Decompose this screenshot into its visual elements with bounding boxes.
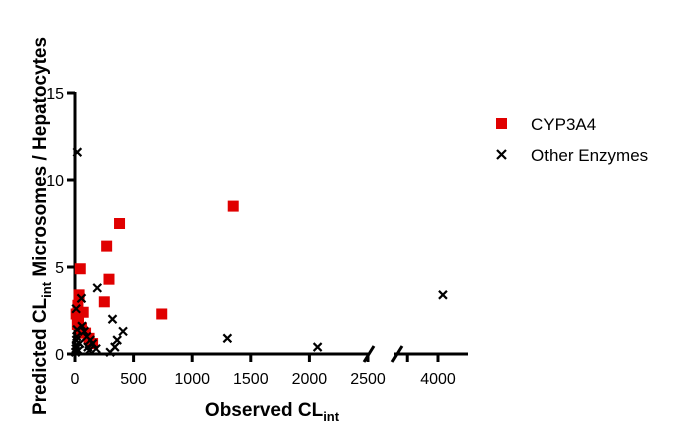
other-enzyme-point bbox=[111, 343, 119, 351]
other-enzyme-point bbox=[119, 327, 127, 335]
cyp3a4-point bbox=[103, 274, 114, 285]
x-tick-label: 2000 bbox=[292, 371, 328, 388]
legend-item-other-enzymes: Other Enzymes bbox=[497, 146, 648, 165]
legend: CYP3A4 Other Enzymes bbox=[496, 115, 648, 165]
y-tick-label: 0 bbox=[55, 347, 64, 364]
y-tick-label: 5 bbox=[55, 260, 64, 277]
y-axis-title-subscript: int bbox=[39, 281, 54, 298]
other-enzyme-point bbox=[109, 315, 117, 323]
cyp3a4-point bbox=[99, 296, 110, 307]
x-tick-label: 0 bbox=[71, 371, 80, 388]
legend-marker-cross bbox=[497, 150, 506, 159]
y-axis-title-prefix: Predicted CL bbox=[30, 297, 51, 415]
cyp3a4-point bbox=[156, 308, 167, 319]
x-axis-title-main: Observed CL bbox=[205, 400, 324, 421]
legend-label-cyp3a4: CYP3A4 bbox=[531, 115, 596, 134]
y-axis-title: Predicted CLint Microsomes / Hepatocytes bbox=[30, 37, 54, 415]
other-enzyme-point bbox=[314, 343, 322, 351]
x-tick-label: 2500 bbox=[350, 371, 386, 388]
cyp3a4-point bbox=[101, 241, 112, 252]
x-tick-label: 1500 bbox=[233, 371, 269, 388]
other-enzyme-point bbox=[439, 291, 447, 299]
legend-label-other-enzymes: Other Enzymes bbox=[531, 146, 648, 165]
data-marks bbox=[71, 148, 447, 356]
other-enzyme-point bbox=[93, 284, 101, 292]
cyp3a4-point bbox=[114, 218, 125, 229]
cyp3a4-point bbox=[75, 263, 86, 274]
legend-item-cyp3a4: CYP3A4 bbox=[496, 115, 596, 134]
other-enzyme-point bbox=[223, 334, 231, 342]
x-axis-title-subscript: int bbox=[323, 409, 340, 424]
x-tick-label: 4000 bbox=[420, 371, 456, 388]
cyp3a4-point bbox=[228, 201, 239, 212]
other-enzyme-point bbox=[113, 336, 121, 344]
x-axis-title: Observed CLint bbox=[205, 400, 340, 424]
x-tick-label: 1000 bbox=[174, 371, 210, 388]
x-tick-label: 500 bbox=[120, 371, 147, 388]
y-axis-title-suffix: Microsomes / Hepatocytes bbox=[30, 37, 51, 282]
legend-marker-square bbox=[496, 118, 507, 129]
